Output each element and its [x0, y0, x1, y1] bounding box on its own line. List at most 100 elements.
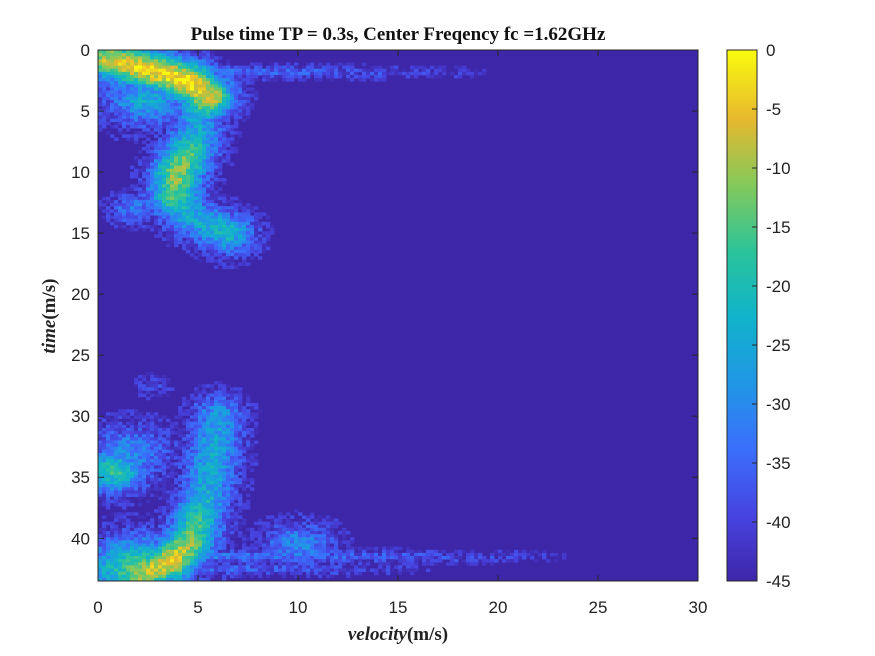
heatmap-cell: [218, 62, 223, 67]
heatmap-cell: [442, 65, 447, 70]
heatmap-cell: [330, 527, 335, 532]
heatmap-cell: [206, 459, 211, 463]
heatmap-cell: [182, 99, 187, 104]
heatmap-cell: [202, 128, 207, 132]
heatmap-cell: [326, 546, 331, 551]
heatmap-cell: [238, 109, 243, 113]
heatmap-cell: [118, 574, 123, 579]
heatmap-cell: [298, 562, 303, 566]
heatmap-cell: [186, 543, 191, 548]
heatmap-cell: [438, 74, 443, 79]
heatmap-cell: [306, 524, 311, 529]
heatmap-cell: [262, 71, 267, 76]
heatmap-cell: [106, 199, 111, 204]
heatmap-cell: [206, 146, 211, 151]
heatmap-cell: [114, 193, 119, 198]
heatmap-cell: [194, 218, 199, 223]
heatmap-cell: [150, 468, 155, 473]
heatmap-cell: [130, 556, 135, 560]
heatmap-cell: [234, 421, 239, 426]
heatmap-cell: [222, 571, 227, 576]
heatmap-cell: [214, 396, 219, 401]
heatmap-cell: [142, 65, 147, 70]
heatmap-cell: [250, 462, 255, 466]
heatmap-cell: [138, 103, 143, 107]
heatmap-cell: [118, 518, 123, 523]
heatmap-cell: [130, 421, 135, 426]
heatmap-cell: [214, 481, 219, 485]
heatmap-cell: [266, 243, 271, 248]
heatmap-cell: [254, 243, 259, 248]
heatmap-cell: [206, 215, 211, 220]
heatmap-cell: [182, 96, 187, 101]
heatmap-cell: [246, 74, 251, 79]
heatmap-cell: [154, 165, 159, 170]
heatmap-cell: [206, 390, 211, 394]
heatmap-cell: [166, 128, 171, 132]
heatmap-cell: [206, 65, 211, 70]
heatmap-cell: [102, 452, 107, 457]
heatmap-cell: [102, 78, 107, 82]
heatmap-cell: [230, 221, 235, 226]
heatmap-cell: [150, 543, 155, 548]
heatmap-cell: [170, 87, 175, 91]
heatmap-cell: [146, 115, 151, 120]
heatmap-cell: [282, 549, 287, 554]
heatmap-cell: [174, 187, 179, 191]
heatmap-cell: [118, 71, 123, 76]
heatmap-cell: [198, 527, 203, 532]
heatmap-cell: [246, 203, 251, 207]
heatmap-cell: [110, 115, 115, 120]
heatmap-cell: [426, 556, 431, 560]
heatmap-cell: [234, 103, 239, 107]
heatmap-cell: [378, 559, 383, 563]
heatmap-cell: [126, 512, 131, 516]
heatmap-cell: [202, 240, 207, 245]
heatmap-cell: [150, 521, 155, 526]
heatmap-cell: [202, 571, 207, 576]
heatmap-cell: [158, 468, 163, 473]
heatmap-cell: [110, 434, 115, 438]
heatmap-cell: [222, 68, 227, 73]
heatmap-cell: [142, 440, 147, 444]
heatmap-cell: [126, 490, 131, 494]
heatmap-cell: [146, 215, 151, 220]
heatmap-cell: [162, 484, 167, 488]
heatmap-cell: [242, 440, 247, 444]
heatmap-cell: [298, 537, 303, 541]
heatmap-cell: [294, 574, 299, 579]
heatmap-cell: [186, 228, 191, 232]
heatmap-cell: [198, 415, 203, 419]
heatmap-cell: [142, 140, 147, 145]
heatmap-cell: [254, 531, 259, 535]
heatmap-cell: [158, 56, 163, 60]
heatmap-cell: [186, 559, 191, 563]
heatmap-cell: [178, 556, 183, 560]
heatmap-cell: [214, 90, 219, 95]
heatmap-cell: [126, 556, 131, 560]
heatmap-cell: [110, 103, 115, 107]
heatmap-cell: [110, 59, 115, 63]
heatmap-cell: [178, 434, 183, 438]
heatmap-cell: [146, 565, 151, 569]
heatmap-cell: [114, 452, 119, 457]
heatmap-cell: [226, 96, 231, 101]
heatmap-cell: [122, 474, 127, 479]
heatmap-cell: [370, 552, 375, 557]
heatmap-cell: [194, 402, 199, 407]
heatmap-cell: [202, 165, 207, 170]
heatmap-cell: [138, 71, 143, 76]
heatmap-cell: [166, 524, 171, 529]
heatmap-cell: [266, 568, 271, 573]
heatmap-cell: [470, 562, 475, 566]
heatmap-cell: [142, 452, 147, 457]
x-axis: 0 5 10 15 20 25 30: [93, 50, 707, 617]
heatmap-cell: [98, 562, 103, 566]
heatmap-cell: [258, 562, 263, 566]
heatmap-cell: [102, 552, 107, 557]
heatmap-cell: [150, 481, 155, 485]
heatmap-cell: [106, 62, 111, 67]
heatmap-cell: [194, 140, 199, 145]
heatmap-cell: [138, 390, 143, 394]
heatmap-cell: [326, 556, 331, 560]
